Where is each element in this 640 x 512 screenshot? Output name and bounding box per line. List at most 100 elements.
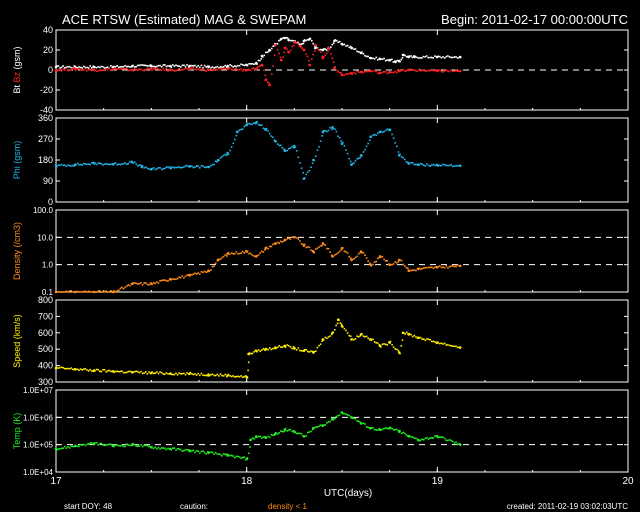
data-point (456, 70, 459, 72)
data-point (176, 447, 179, 450)
data-point (103, 444, 106, 447)
data-point (305, 349, 308, 351)
data-point (164, 279, 166, 281)
data-point (311, 428, 314, 431)
data-point (330, 418, 333, 421)
data-point (165, 372, 168, 374)
data-point (340, 411, 344, 414)
data-point (324, 54, 326, 57)
data-point (224, 153, 226, 156)
data-point (268, 245, 271, 248)
data-point (436, 435, 439, 438)
data-point (394, 428, 396, 431)
data-point (148, 371, 150, 373)
data-point (261, 437, 263, 439)
data-point (145, 444, 147, 447)
data-point (179, 448, 182, 451)
caution-label: caution: (180, 502, 208, 511)
data-point (118, 444, 120, 447)
data-point (388, 426, 392, 430)
data-point (327, 46, 331, 50)
data-point (207, 451, 210, 455)
data-point (281, 346, 284, 348)
data-point (270, 348, 273, 351)
data-point (354, 48, 357, 50)
data-point (365, 257, 368, 259)
data-point (286, 149, 288, 152)
data-point (375, 70, 377, 72)
data-point (202, 67, 204, 69)
data-point (424, 266, 427, 269)
data-point (95, 163, 98, 166)
data-point (150, 446, 153, 449)
data-point (422, 55, 425, 58)
data-point (213, 374, 215, 377)
data-point (54, 164, 58, 168)
data-point (229, 67, 231, 69)
data-point (97, 70, 99, 72)
data-point (280, 144, 282, 147)
data-point (349, 160, 352, 163)
data-point (372, 70, 374, 73)
data-point (335, 130, 338, 133)
data-point (436, 341, 439, 344)
data-point (297, 41, 299, 44)
data-point (205, 271, 207, 273)
data-point (250, 352, 252, 355)
data-point (286, 430, 288, 432)
data-point (63, 164, 66, 166)
data-point (184, 275, 187, 278)
data-point (343, 74, 346, 76)
data-point (427, 69, 430, 72)
data-point (307, 171, 309, 173)
data-point (157, 167, 160, 169)
data-point (197, 68, 199, 70)
data-point (427, 56, 430, 59)
data-point (392, 137, 395, 139)
data-point (210, 374, 212, 376)
data-point (73, 67, 76, 69)
data-point (95, 70, 98, 72)
data-point (102, 444, 104, 446)
data-point (91, 291, 93, 293)
data-point (191, 274, 193, 276)
data-point (121, 370, 123, 372)
data-point (110, 443, 112, 446)
data-point (202, 68, 204, 70)
data-point (191, 372, 193, 375)
data-point (91, 162, 93, 164)
data-point (95, 368, 98, 371)
data-point (57, 69, 60, 71)
y-axis-label: Phi (gsm) (12, 141, 22, 180)
data-point (373, 341, 376, 343)
data-point (259, 65, 261, 67)
data-point (432, 163, 435, 166)
data-point (133, 370, 136, 373)
data-point (68, 164, 71, 167)
data-point (401, 53, 405, 57)
data-point (86, 163, 88, 166)
data-point (183, 449, 185, 452)
data-point (70, 69, 72, 71)
data-point (364, 148, 366, 151)
data-point (437, 69, 439, 71)
data-point (224, 453, 226, 456)
data-point (89, 368, 91, 371)
data-point (339, 322, 342, 324)
data-point (340, 323, 343, 325)
data-point (423, 267, 425, 269)
data-point (373, 261, 376, 263)
data-point (121, 68, 123, 70)
data-point (160, 168, 163, 171)
data-point (186, 164, 188, 167)
data-point (221, 68, 223, 70)
data-point (137, 69, 139, 71)
data-point (257, 435, 260, 438)
data-point (249, 438, 252, 442)
data-point (226, 375, 228, 378)
data-point (71, 67, 74, 70)
data-point (445, 265, 448, 267)
data-point (427, 338, 430, 340)
data-point (357, 336, 360, 338)
data-point (241, 376, 244, 379)
